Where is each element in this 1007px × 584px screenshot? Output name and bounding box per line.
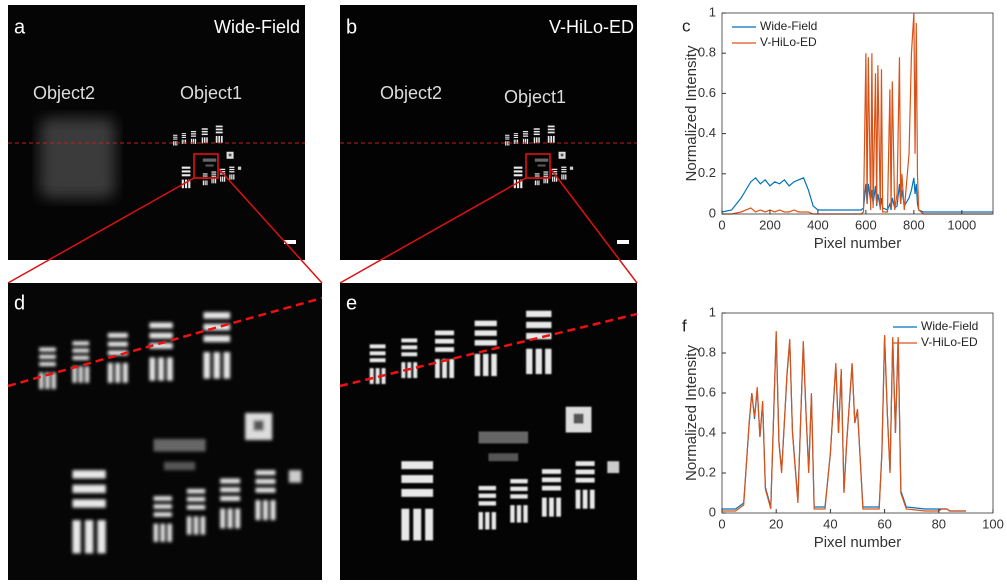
y-tick-label: 0.2 xyxy=(698,165,716,180)
x-axis-label: Pixel number xyxy=(814,235,902,252)
zoom-line xyxy=(549,167,638,284)
x-tick-label: 600 xyxy=(855,217,877,232)
x-tick-label: 800 xyxy=(903,217,925,232)
x-tick-label: 0 xyxy=(718,217,725,232)
image-panel: d xyxy=(7,283,323,580)
legend-label: V-HiLo-ED xyxy=(921,335,978,349)
x-tick-label: 200 xyxy=(759,217,781,232)
zoom-line xyxy=(339,177,527,284)
panel-label: d xyxy=(14,292,25,314)
panel-label: a xyxy=(14,16,26,38)
series-line xyxy=(722,330,966,512)
scale-bar xyxy=(284,240,296,244)
y-axis-label: Normalized Intensity xyxy=(683,345,700,481)
plot-area xyxy=(722,13,993,214)
y-tick-label: 0.8 xyxy=(698,344,716,359)
profile-line xyxy=(339,312,638,388)
image-panel: b V-HiLo-ED Object2 Object1 xyxy=(340,5,637,260)
y-tick-label: 0.6 xyxy=(698,384,716,399)
scale-bar xyxy=(617,240,629,244)
y-tick-label: 0.4 xyxy=(698,125,716,140)
panel-label: f xyxy=(682,316,687,335)
x-tick-label: 400 xyxy=(807,217,829,232)
annotation: Object1 xyxy=(504,87,566,107)
y-tick-label: 0.6 xyxy=(698,85,716,100)
image-panel: a Wide-Field Object2 Object1 xyxy=(8,5,305,260)
x-tick-label: 80 xyxy=(932,516,946,531)
legend-label: Wide-Field xyxy=(760,19,817,33)
y-tick-label: 1 xyxy=(709,304,716,319)
axes-box xyxy=(721,312,994,514)
y-tick-label: 0.2 xyxy=(698,464,716,479)
series-line xyxy=(722,12,993,215)
y-tick-label: 0 xyxy=(709,205,716,220)
annotation: Object1 xyxy=(180,83,242,103)
panel-label: c xyxy=(682,16,691,35)
x-axis-label: Pixel number xyxy=(814,534,902,551)
image-title: V-HiLo-ED xyxy=(549,17,634,37)
zoom-box xyxy=(193,153,219,179)
profile-line xyxy=(7,296,323,388)
annotation: Object2 xyxy=(380,83,442,103)
x-tick-label: 100 xyxy=(982,516,1004,531)
axes-box xyxy=(721,12,994,215)
image-title: Wide-Field xyxy=(214,17,300,37)
zoom-line xyxy=(217,167,323,284)
x-tick-label: 0 xyxy=(718,516,725,531)
x-tick-label: 1000 xyxy=(947,217,976,232)
legend-label: V-HiLo-ED xyxy=(760,35,817,49)
image-panel: e xyxy=(339,283,638,580)
series-line xyxy=(721,176,993,213)
panel-label: b xyxy=(346,16,357,38)
zoom-box xyxy=(525,153,551,179)
y-axis-label: Normalized Intensity xyxy=(683,45,700,181)
legend-label: Wide-Field xyxy=(921,319,978,333)
annotation: Object2 xyxy=(33,83,95,103)
image-bg xyxy=(340,5,637,260)
y-tick-label: 1 xyxy=(709,4,716,19)
blurred-object xyxy=(40,118,115,198)
x-tick-label: 20 xyxy=(769,516,783,531)
y-tick-label: 0.4 xyxy=(698,424,716,439)
x-tick-label: 40 xyxy=(823,516,837,531)
y-tick-label: 0 xyxy=(709,504,716,519)
zoom-line xyxy=(7,177,195,284)
x-tick-label: 60 xyxy=(877,516,891,531)
panel-label: e xyxy=(346,292,357,314)
y-tick-label: 0.8 xyxy=(698,45,716,60)
